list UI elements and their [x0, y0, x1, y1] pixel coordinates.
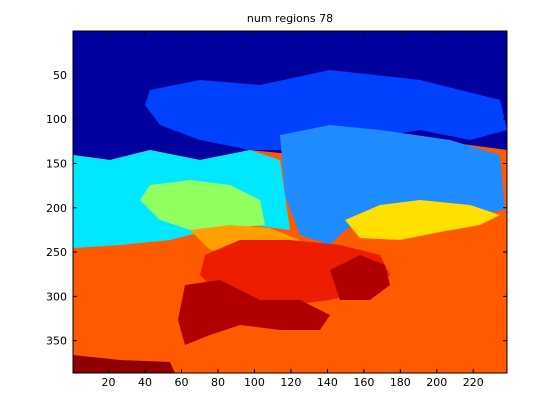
- x-tick-label: 160: [353, 376, 374, 389]
- x-tick-label: 20: [102, 376, 116, 389]
- x-tick-label: 220: [463, 376, 484, 389]
- x-tick-label: 60: [175, 376, 189, 389]
- y-tick-label: 100: [46, 113, 67, 126]
- region-image: [73, 31, 507, 373]
- y-tick-label: 250: [46, 246, 67, 259]
- x-tick-label: 200: [426, 376, 447, 389]
- y-tick-label: 200: [46, 202, 67, 215]
- x-tick-label: 40: [138, 376, 152, 389]
- chart-title: num regions 78: [247, 12, 333, 25]
- x-tick-label: 100: [244, 376, 265, 389]
- x-tick-label: 140: [317, 376, 338, 389]
- x-tick-label: 120: [280, 376, 301, 389]
- x-tick-label: 180: [390, 376, 411, 389]
- x-tick-label: 80: [211, 376, 225, 389]
- y-tick-label: 350: [46, 335, 67, 348]
- axes-box: [72, 30, 508, 374]
- y-tick-label: 300: [46, 290, 67, 303]
- y-tick-label: 150: [46, 157, 67, 170]
- y-tick-label: 50: [53, 69, 67, 82]
